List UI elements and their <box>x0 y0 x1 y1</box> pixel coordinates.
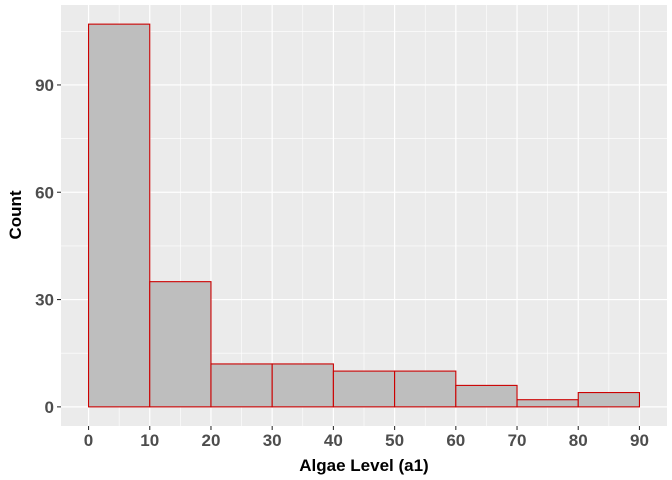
histogram-bars <box>87 23 641 408</box>
x-tick-label: 40 <box>324 431 343 450</box>
x-tick-label: 0 <box>84 431 93 450</box>
x-tick-label: 30 <box>263 431 282 450</box>
histogram-bar <box>87 23 151 408</box>
x-tick-label: 20 <box>202 431 221 450</box>
x-axis: 0 10 20 30 40 50 60 70 80 90 <box>84 426 649 450</box>
histogram-bar <box>210 363 273 408</box>
y-tick-label: 0 <box>45 398 54 417</box>
y-axis-title: Count <box>6 190 25 239</box>
x-tick-label: 80 <box>569 431 588 450</box>
x-tick-label: 10 <box>140 431 159 450</box>
y-axis: 0 30 60 90 <box>35 76 61 417</box>
histogram-bar <box>332 370 396 408</box>
histogram-bar <box>394 370 457 408</box>
x-axis-title: Algae Level (a1) <box>299 456 428 475</box>
histogram-bar <box>455 384 518 408</box>
x-tick-label: 90 <box>630 431 649 450</box>
x-tick-label: 60 <box>446 431 465 450</box>
minor-gridlines <box>61 5 667 426</box>
x-tick-label: 50 <box>385 431 404 450</box>
x-tick-label: 70 <box>508 431 527 450</box>
y-tick-label: 30 <box>35 291 54 310</box>
histogram-bar <box>577 392 641 408</box>
y-tick-label: 90 <box>35 76 54 95</box>
y-tick-label: 60 <box>35 183 54 202</box>
histogram-bar <box>271 363 334 408</box>
histogram-bar <box>149 281 212 408</box>
histogram-bar <box>516 399 579 408</box>
